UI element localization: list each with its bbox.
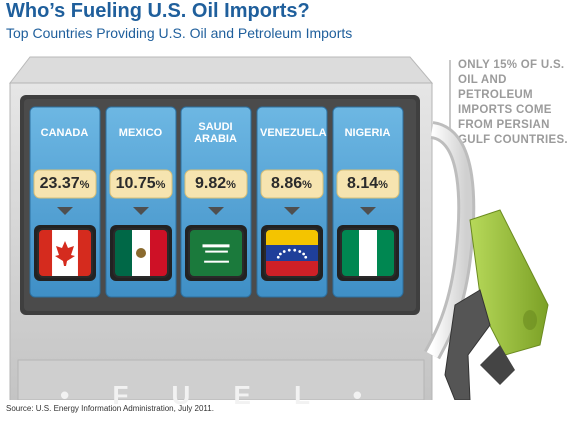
down-arrow-icon xyxy=(57,207,73,215)
percent-value: 9.82% xyxy=(184,170,247,197)
country-name: VENEZUELA xyxy=(260,127,327,139)
percent-unit: % xyxy=(155,179,166,191)
country-name: SAUDI ARABIA xyxy=(194,121,237,145)
country-card xyxy=(105,106,177,298)
percent-number: 10.75 xyxy=(115,175,156,192)
percent-unit: % xyxy=(302,179,312,191)
fuel-pump-graphic xyxy=(8,56,549,400)
nigeria-flag-icon xyxy=(341,229,395,277)
down-arrow-icon xyxy=(208,207,224,215)
down-arrow-icon xyxy=(133,207,149,215)
country-name: NIGERIA xyxy=(344,127,391,139)
percent-value: 23.37% xyxy=(33,170,96,197)
fuel-nozzle-icon xyxy=(444,209,549,400)
percent-value: 8.86% xyxy=(260,170,323,197)
percent-box xyxy=(109,169,173,199)
note-divider xyxy=(449,60,451,144)
country-card xyxy=(29,106,101,298)
pump-base xyxy=(17,359,425,400)
percent-box xyxy=(184,169,248,199)
percent-number: 23.37 xyxy=(39,175,80,192)
country-card xyxy=(256,106,328,298)
percent-unit: % xyxy=(226,179,236,191)
percent-number: 8.14 xyxy=(347,175,379,192)
percent-box xyxy=(33,169,97,199)
percent-unit: % xyxy=(79,179,90,191)
percent-number: 8.86 xyxy=(271,175,303,192)
pump-top-cap xyxy=(8,56,434,84)
percent-box xyxy=(260,169,324,199)
percent-value: 8.14% xyxy=(336,170,399,197)
venezuela-flag-icon xyxy=(265,229,319,277)
down-arrow-icon xyxy=(284,207,300,215)
country-card xyxy=(180,106,252,298)
percent-box xyxy=(336,169,400,199)
country-name: CANADA xyxy=(40,127,89,139)
page-title: Who’s Fueling U.S. Oil Imports? xyxy=(6,0,310,22)
down-arrow-icon xyxy=(360,207,376,215)
country-name: MEXICO xyxy=(118,127,163,139)
percent-unit: % xyxy=(378,179,388,191)
source-note: Source: U.S. Energy Information Administ… xyxy=(6,404,214,413)
percent-number: 9.82 xyxy=(195,175,227,192)
fuel-label: • F U E L • xyxy=(60,380,380,410)
canada-flag-icon xyxy=(38,229,92,277)
side-note: ONLY 15% OF U.S. OIL AND PETROLEUM IMPOR… xyxy=(458,59,568,146)
fuel-pump: CANADA 23.37% MEXICO 10.75% SAUDI ARABIA 9.82… xyxy=(0,55,576,410)
saudi-arabia-flag-icon xyxy=(189,229,243,277)
mexico-flag-icon xyxy=(114,229,168,277)
country-card xyxy=(332,106,404,298)
page-subtitle: Top Countries Providing U.S. Oil and Pet… xyxy=(6,25,353,41)
percent-value: 10.75% xyxy=(109,170,172,197)
